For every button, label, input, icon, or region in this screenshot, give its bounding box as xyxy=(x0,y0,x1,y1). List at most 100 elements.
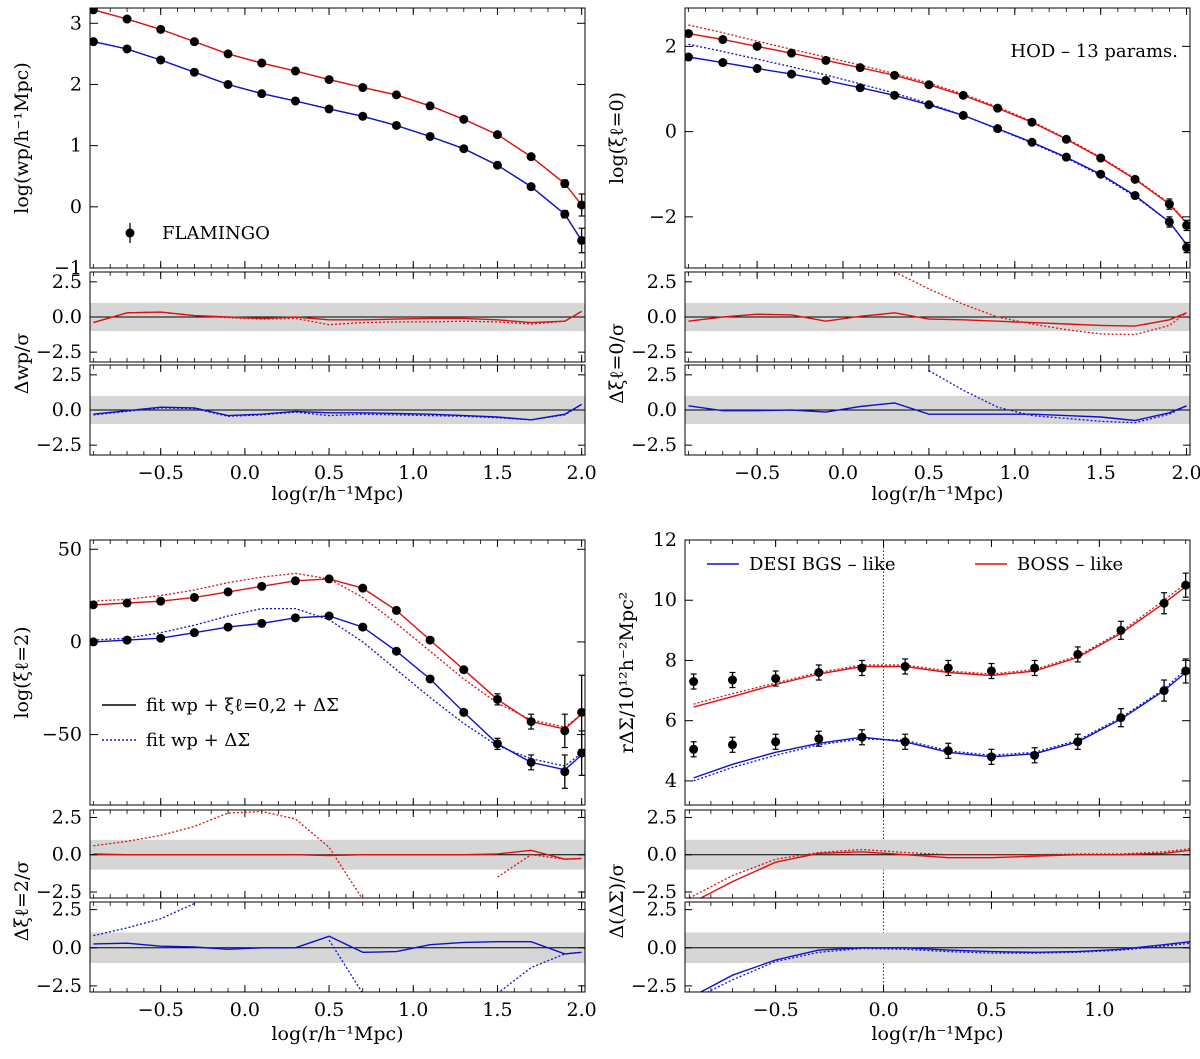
residual-y-axis-label: Δξℓ=2/σ xyxy=(11,861,33,942)
x-tick-label: 2.0 xyxy=(1171,462,1200,484)
residual-plot-area-r1 xyxy=(685,839,1190,898)
residual-y-tick-label: −2.5 xyxy=(631,434,677,456)
data-point xyxy=(223,79,233,89)
data-point xyxy=(1116,625,1126,635)
data-point xyxy=(689,744,699,754)
data-point xyxy=(1182,220,1190,230)
fit-all-line-bgs xyxy=(688,56,1188,246)
residual-y-tick-label: −2.5 xyxy=(631,341,677,363)
fit-all-line-bgs xyxy=(693,671,1187,779)
y-tick-label: 3 xyxy=(70,12,82,34)
data-point xyxy=(358,83,368,93)
residual-y-tick-label: −2.5 xyxy=(631,881,677,903)
data-point xyxy=(1027,137,1037,147)
data-point xyxy=(560,767,570,777)
panel-xi2: −50050log(ξℓ=2)−2.50.02.5−2.50.02.5Δξℓ=2… xyxy=(11,538,597,1045)
x-tick-label: 0.0 xyxy=(230,999,260,1021)
data-point xyxy=(526,152,536,162)
fit-partial-line-boss xyxy=(93,572,582,728)
residual-solid-boss xyxy=(699,849,1190,898)
residual-solid-bgs xyxy=(699,941,1190,992)
y-tick-label: 6 xyxy=(665,710,677,732)
data-point xyxy=(771,737,781,747)
data-point xyxy=(814,668,824,677)
data-point xyxy=(857,732,867,742)
x-tick-label: 0.0 xyxy=(828,462,858,484)
data-point xyxy=(324,574,334,584)
x-axis-label: log(r/h⁻¹Mpc) xyxy=(271,1023,403,1045)
y-axis-label: log(ξℓ=2) xyxy=(11,626,33,718)
residual-y-axis-label: Δξℓ=0/σ xyxy=(606,323,628,404)
x-tick-label: −0.5 xyxy=(734,462,780,484)
data-point xyxy=(727,675,737,685)
data-point xyxy=(90,37,98,47)
fit-all-line-bgs xyxy=(93,615,583,771)
main-frame-xi2 xyxy=(89,539,586,806)
residual-y-tick-label: 2.5 xyxy=(647,271,677,293)
data-point xyxy=(122,14,132,24)
residual-plot-area-r2 xyxy=(90,395,585,425)
data-point xyxy=(1164,199,1174,209)
x-axis-label: log(r/h⁻¹Mpc) xyxy=(871,1023,1003,1045)
residual-y-tick-label: −2.5 xyxy=(36,881,82,903)
y-tick-label: 0 xyxy=(665,121,677,143)
y-tick-label: 10 xyxy=(653,589,677,611)
data-point xyxy=(993,124,1003,134)
data-point xyxy=(459,707,469,717)
residual-dotted-bgs xyxy=(93,902,582,992)
data-point xyxy=(122,598,132,608)
data-point xyxy=(223,622,233,632)
legend-flamingo-label: FLAMINGO xyxy=(162,223,270,244)
y-tick-label: 2 xyxy=(70,73,82,95)
data-point xyxy=(560,179,570,189)
data-point xyxy=(689,677,699,687)
residual-y-tick-label: 2.5 xyxy=(52,899,82,921)
data-point xyxy=(391,605,401,615)
data-point xyxy=(189,67,199,77)
x-tick-label: 1.0 xyxy=(1000,462,1030,484)
data-point xyxy=(1073,649,1083,659)
main-frame-xi0 xyxy=(684,7,1191,269)
data-point xyxy=(577,707,585,717)
data-point xyxy=(1159,598,1169,608)
residual-plot-area-r2 xyxy=(685,932,1190,992)
x-tick-label: 1.5 xyxy=(1086,462,1116,484)
data-point xyxy=(358,622,368,632)
x-tick-label: 2.0 xyxy=(567,999,597,1021)
data-point xyxy=(1061,134,1071,144)
residual-plot-area-r1 xyxy=(685,272,1190,336)
data-point xyxy=(786,48,796,58)
y-axis-label: rΔΣ/10¹²h⁻²Mpc² xyxy=(616,592,638,754)
data-point xyxy=(1181,580,1190,590)
data-point xyxy=(986,666,996,676)
residual-plot-area-r2 xyxy=(90,902,585,992)
data-point xyxy=(324,611,334,621)
data-point xyxy=(257,89,267,99)
data-point xyxy=(156,55,166,65)
data-point xyxy=(223,587,233,597)
residual-solid-boss xyxy=(93,310,582,324)
data-point xyxy=(560,209,570,219)
x-tick-label: 1.0 xyxy=(398,462,428,484)
residual-y-tick-label: 2.5 xyxy=(647,899,677,921)
data-point xyxy=(685,52,693,62)
data-point xyxy=(577,235,585,245)
x-tick-label: 0.5 xyxy=(314,462,344,484)
y-tick-label: 0 xyxy=(70,196,82,218)
data-point xyxy=(257,618,267,628)
data-point xyxy=(358,111,368,121)
data-point xyxy=(857,663,867,673)
residual-solid-bgs xyxy=(688,402,1187,422)
residual-y-tick-label: 0.0 xyxy=(647,844,677,866)
panel-dsigma: 4681012rΔΣ/10¹²h⁻²Mpc²−2.50.02.5−2.50.02… xyxy=(606,529,1191,1045)
data-point xyxy=(492,130,502,140)
data-point xyxy=(1096,153,1106,163)
data-point xyxy=(1130,174,1140,184)
residual-y-tick-label: −2.5 xyxy=(631,975,677,997)
hod-annotation: HOD – 13 params. xyxy=(1010,41,1178,62)
data-point xyxy=(560,726,570,736)
residual-solid-bgs xyxy=(93,935,582,955)
residual-dotted-boss xyxy=(894,272,1187,336)
x-tick-label: 1.5 xyxy=(482,999,512,1021)
main-plot-area-xi0 xyxy=(685,24,1190,254)
